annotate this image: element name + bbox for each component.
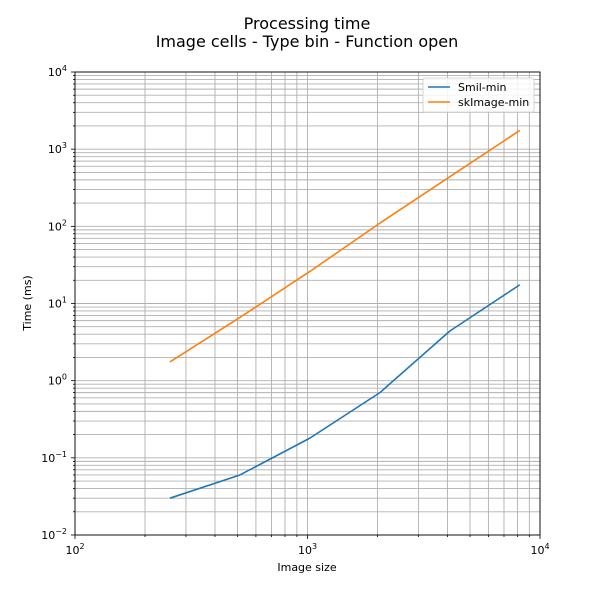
y-tick-label: 102 bbox=[48, 218, 67, 233]
y-tick-label: 10−2 bbox=[41, 527, 67, 542]
y-tick-label: 104 bbox=[48, 64, 67, 79]
grid bbox=[74, 71, 541, 536]
x-tick-label: 104 bbox=[530, 542, 549, 557]
legend-label-smil-min: Smil-min bbox=[458, 81, 507, 94]
chart-title-line-1: Processing time bbox=[244, 14, 371, 33]
y-axis-label: Time (ms) bbox=[21, 275, 34, 331]
ticks: 102 103 104 10−2 10−1 100 101 102 103 104 bbox=[41, 64, 549, 557]
legend: Smil-min skImage-min bbox=[422, 77, 535, 113]
y-tick-label: 10−1 bbox=[41, 450, 67, 465]
y-tick-label: 103 bbox=[48, 141, 67, 156]
series-line-skimage-min bbox=[169, 129, 521, 363]
y-tick-label: 100 bbox=[48, 373, 67, 388]
series-lines bbox=[169, 129, 521, 499]
series-line-smil-min bbox=[169, 284, 521, 499]
legend-box bbox=[422, 77, 535, 113]
legend-label-skimage-min: skImage-min bbox=[458, 96, 529, 109]
x-tick-label: 103 bbox=[298, 542, 317, 557]
chart-title-line-2: Image cells - Type bin - Function open bbox=[156, 32, 459, 51]
x-tick-label: 102 bbox=[65, 542, 84, 557]
y-tick-label: 101 bbox=[48, 296, 67, 311]
x-axis-label: Image size bbox=[277, 561, 337, 574]
